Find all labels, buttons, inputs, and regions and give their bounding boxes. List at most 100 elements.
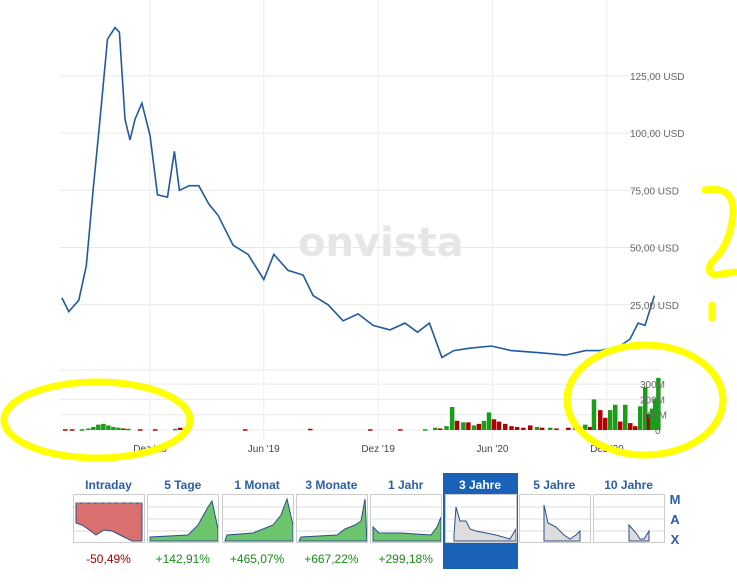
volume-bar — [646, 413, 652, 430]
volume-bar — [243, 429, 248, 431]
volume-bar — [598, 410, 603, 430]
volume-bar — [91, 426, 96, 430]
volume-tick-label: 300M — [640, 380, 665, 391]
range-thumbnail — [518, 494, 591, 543]
volume-bar — [86, 428, 91, 430]
annotation-circle-left — [0, 378, 194, 462]
range-thumbnail — [370, 494, 443, 543]
range-tab-label: 3 Jahre — [458, 478, 502, 492]
y-tick-label: 75,00 USD — [630, 186, 679, 197]
range-tab-5-jahre[interactable]: 5 Jahre — [517, 473, 592, 569]
range-tab-label: 1 Jahr — [388, 478, 424, 492]
range-tab-label: 1 Monat — [234, 478, 280, 492]
volume-bar — [96, 424, 101, 430]
annotation-circle-right — [563, 341, 727, 459]
x-tick-label: Jun '20 — [477, 444, 509, 455]
volume-bar — [449, 407, 455, 430]
volume-bar — [438, 428, 443, 430]
range-thumbnail — [221, 494, 294, 543]
volume-bar — [433, 427, 438, 430]
range-change: +667,22% — [304, 552, 359, 566]
y-tick-label: 25,00 USD — [630, 301, 679, 312]
volume-bar — [471, 425, 477, 430]
y-tick-label: 100,00 USD — [630, 129, 684, 140]
volume-bar — [514, 426, 520, 430]
max-range-button[interactable]: M A X — [668, 490, 682, 550]
volume-bar — [79, 429, 85, 431]
volume-bar — [444, 426, 449, 430]
volume-bar — [308, 428, 313, 431]
range-tab-3-jahre[interactable]: 3 Jahre — [442, 473, 518, 569]
range-tab-1-monat[interactable]: 1 Monat +465,07% — [220, 473, 295, 569]
volume-bar — [591, 399, 597, 430]
volume-bar — [423, 429, 428, 431]
range-thumbnail — [593, 494, 666, 543]
volume-tick-label: 200M — [640, 395, 665, 406]
range-change: +299,18% — [378, 552, 433, 566]
volume-bar — [528, 425, 533, 430]
volume-bar — [466, 422, 471, 430]
volume-bar — [566, 427, 571, 430]
volume-bar — [491, 419, 497, 430]
max-letter: M — [669, 492, 681, 507]
volume-bar — [613, 404, 618, 430]
volume-tick-label: 100M — [642, 411, 667, 422]
range-thumbnail — [147, 494, 220, 543]
volume-bar — [653, 398, 658, 430]
range-tab-label: 10 Jahre — [604, 478, 653, 492]
range-thumbnail — [444, 494, 517, 543]
range-tab-10-jahre[interactable]: 10 Jahre — [591, 473, 666, 569]
range-change: -50,49% — [86, 552, 131, 566]
price-line — [61, 26, 656, 359]
volume-bar — [63, 429, 68, 431]
volume-bar — [583, 424, 588, 430]
volume-bar — [539, 427, 545, 430]
volume-bar — [608, 410, 613, 430]
volume-bar — [69, 429, 75, 431]
range-tab-3-monate[interactable]: 3 Monate +667,22% — [294, 473, 369, 569]
onvista-watermark: onvista — [298, 220, 464, 266]
volume-bar — [633, 426, 638, 430]
volume-bar — [178, 427, 183, 430]
volume-bar — [534, 426, 540, 430]
volume-bar — [628, 423, 633, 430]
volume-bar — [101, 423, 106, 430]
volume-bar — [588, 426, 593, 430]
range-change: +465,07% — [229, 552, 285, 566]
volume-bar — [618, 421, 623, 430]
price-chart: onvista 25,00 USD 50,00 USD 75,00 USD 100,0… — [0, 0, 737, 462]
range-tab-intraday[interactable]: Intraday -50,49% — [71, 473, 146, 569]
x-tick-label: Dez '19 — [361, 444, 395, 455]
chart-grid — [60, 0, 662, 440]
max-letter: X — [670, 532, 680, 547]
volume-bar — [486, 412, 492, 430]
volume-bar — [476, 423, 482, 430]
max-letter: A — [670, 512, 680, 527]
volume-bar — [656, 377, 661, 430]
volume-bars — [63, 377, 661, 431]
range-thumbnail — [295, 494, 368, 543]
volume-bar — [548, 427, 553, 430]
volume-bar — [454, 420, 460, 430]
range-tab-1-jahr[interactable]: 1 Jahr +299,18% — [368, 473, 443, 569]
volume-bar — [638, 406, 643, 430]
volume-bar — [173, 428, 178, 431]
volume-bar — [116, 427, 121, 430]
volume-bar — [121, 428, 126, 430]
volume-tick-label: 0 — [655, 426, 661, 437]
volume-bar — [603, 417, 608, 430]
volume-bar — [111, 426, 116, 430]
volume-bar — [554, 428, 559, 430]
range-change: +142,91% — [155, 552, 210, 566]
volume-bar — [649, 408, 655, 430]
y-tick-label: 125,00 USD — [630, 72, 684, 83]
volume-bar — [126, 428, 131, 431]
volume-bar — [509, 426, 514, 430]
range-tab-label: 3 Monate — [305, 478, 358, 492]
annotation-question-mark — [701, 185, 737, 279]
range-tab-label: 5 Tage — [164, 478, 202, 492]
volume-bar — [138, 429, 143, 431]
range-tab-5-tage[interactable]: 5 Tage +142,91% — [145, 473, 220, 569]
range-tab-label: Intraday — [85, 478, 132, 492]
y-tick-label: 50,00 USD — [630, 244, 679, 255]
